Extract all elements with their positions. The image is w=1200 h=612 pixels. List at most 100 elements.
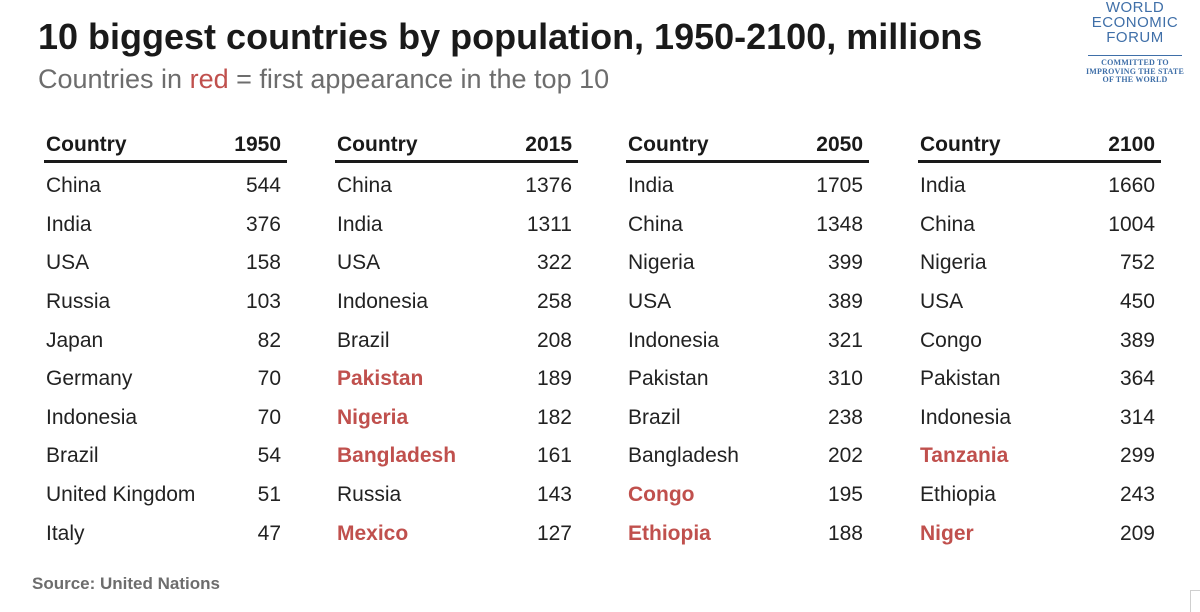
country-cell: Nigeria xyxy=(337,405,409,429)
country-cell: USA xyxy=(337,251,381,275)
subtitle: Countries in red = first appearance in t… xyxy=(38,64,609,95)
table-row: Pakistan 364 xyxy=(918,360,1161,399)
country-cell: Russia xyxy=(337,483,402,507)
population-cell: 752 xyxy=(1119,251,1155,275)
table-row: Nigeria 399 xyxy=(626,244,869,283)
country-cell: Indonesia xyxy=(920,405,1012,429)
table-row: USA 322 xyxy=(335,244,578,283)
table-2100: Country 2100 India 1660 China 1004 Nigeria 752 U… xyxy=(918,130,1161,553)
table-header-row: Country 2100 xyxy=(918,130,1161,163)
table-header-row: Country 2050 xyxy=(626,130,869,163)
country-cell: Italy xyxy=(46,521,85,545)
country-cell: Indonesia xyxy=(628,328,720,352)
country-cell: Congo xyxy=(920,328,982,352)
country-cell: China xyxy=(628,212,683,236)
population-cell: 47 xyxy=(257,521,281,545)
column-header-year: 1950 xyxy=(216,130,287,163)
population-cell: 376 xyxy=(245,212,281,236)
country-cell: USA xyxy=(920,290,964,314)
country-cell: India xyxy=(920,174,966,198)
column-header-year: 2100 xyxy=(1090,130,1161,163)
table-row: Brazil 54 xyxy=(44,437,287,476)
table-row: Ethiopia 188 xyxy=(626,514,869,553)
population-cell: 243 xyxy=(1119,483,1155,507)
country-cell: Mexico xyxy=(337,521,409,545)
table-row: Tanzania 299 xyxy=(918,437,1161,476)
population-cell: 70 xyxy=(257,367,281,391)
table-row: India 1705 xyxy=(626,167,869,206)
population-cell: 1376 xyxy=(525,174,572,198)
source-note: Source: United Nations xyxy=(32,574,220,593)
population-cell: 322 xyxy=(536,251,572,275)
table-row: Nigeria 752 xyxy=(918,244,1161,283)
population-cell: 238 xyxy=(827,405,863,429)
table-row: Indonesia 314 xyxy=(918,399,1161,438)
column-header-country: Country xyxy=(44,130,216,163)
population-cell: 189 xyxy=(536,367,572,391)
table-row: Niger 209 xyxy=(918,514,1161,553)
table-row: Pakistan 189 xyxy=(335,360,578,399)
population-cell: 103 xyxy=(245,290,281,314)
country-cell: United Kingdom xyxy=(46,483,196,507)
table-1950: Country 1950 China 544 India 376 USA 158 Russia 1… xyxy=(44,130,287,553)
logo-line-1: WORLD xyxy=(1105,0,1165,16)
country-cell: Ethiopia xyxy=(920,483,996,507)
table-header-row: Country 2015 xyxy=(335,130,578,163)
population-cell: 310 xyxy=(827,367,863,391)
population-cell: 70 xyxy=(257,405,281,429)
population-cell: 258 xyxy=(536,290,572,314)
table-2015: Country 2015 China 1376 India 1311 USA 322 Indon… xyxy=(335,130,578,553)
table-row: China 544 xyxy=(44,167,287,206)
country-cell: India xyxy=(628,174,674,198)
page-title: 10 biggest countries by population, 1950… xyxy=(38,16,983,57)
country-cell: Niger xyxy=(920,521,974,545)
wef-logo: WORLD ECONOMIC FORUM COMMITTED TO IMPROV… xyxy=(1082,0,1188,85)
logo-tag-2: IMPROVING THE STATE xyxy=(1085,66,1185,76)
column-header-country: Country xyxy=(918,130,1090,163)
population-cell: 82 xyxy=(257,328,281,352)
table-header-row: Country 1950 xyxy=(44,130,287,163)
country-cell: Nigeria xyxy=(628,251,695,275)
table-row: India 1311 xyxy=(335,206,578,245)
population-cell: 195 xyxy=(827,483,863,507)
country-cell: USA xyxy=(628,290,672,314)
population-cell: 143 xyxy=(536,483,572,507)
population-cell: 450 xyxy=(1119,290,1155,314)
subtitle-prefix: Countries in xyxy=(38,64,190,94)
country-cell: India xyxy=(46,212,92,236)
country-cell: India xyxy=(337,212,383,236)
table-row: United Kingdom 51 xyxy=(44,476,287,515)
population-cell: 158 xyxy=(245,251,281,275)
population-cell: 51 xyxy=(257,483,281,507)
population-cell: 1311 xyxy=(526,212,572,236)
population-cell: 314 xyxy=(1119,405,1155,429)
table-row: Russia 143 xyxy=(335,476,578,515)
country-cell: Bangladesh xyxy=(337,444,457,468)
country-cell: Ethiopia xyxy=(628,521,711,545)
column-header-year: 2015 xyxy=(507,130,578,163)
table-row: Brazil 238 xyxy=(626,399,869,438)
table-row: Bangladesh 161 xyxy=(335,437,578,476)
country-cell: Japan xyxy=(46,328,104,352)
table-row: Italy 47 xyxy=(44,514,287,553)
logo-tag-1: COMMITTED TO xyxy=(1101,58,1169,67)
table-row: China 1004 xyxy=(918,206,1161,245)
table-row: USA 158 xyxy=(44,244,287,283)
table-row: China 1348 xyxy=(626,206,869,245)
table-row: India 376 xyxy=(44,206,287,245)
country-cell: Nigeria xyxy=(920,251,987,275)
population-cell: 209 xyxy=(1119,521,1155,545)
population-cell: 1705 xyxy=(816,174,863,198)
table-row: USA 450 xyxy=(918,283,1161,322)
population-cell: 161 xyxy=(536,444,572,468)
table-row: Russia 103 xyxy=(44,283,287,322)
population-cell: 544 xyxy=(245,174,281,198)
population-cell: 182 xyxy=(536,405,572,429)
population-cell: 188 xyxy=(827,521,863,545)
table-row: Brazil 208 xyxy=(335,321,578,360)
subtitle-highlight: red xyxy=(189,64,229,94)
population-cell: 321 xyxy=(827,328,863,352)
country-cell: Indonesia xyxy=(46,405,138,429)
country-cell: Germany xyxy=(46,367,133,391)
